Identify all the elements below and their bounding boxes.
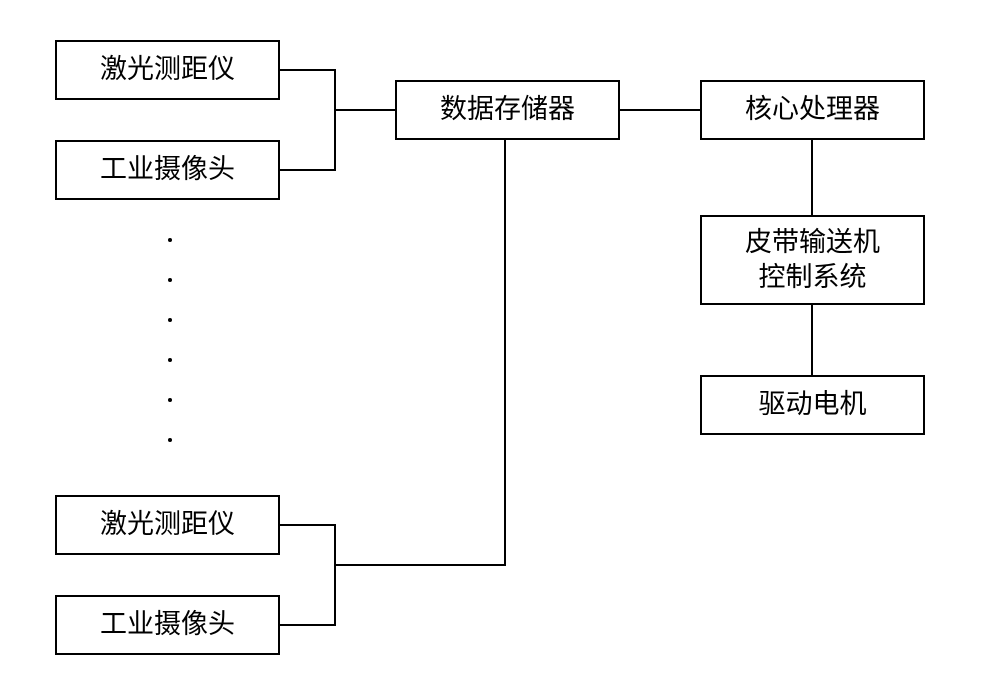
node-laser-rangefinder-1: 激光测距仪 <box>55 40 280 100</box>
edge <box>280 70 395 110</box>
node-industrial-camera-1: 工业摄像头 <box>55 140 280 200</box>
edge <box>280 140 505 625</box>
node-drive-motor: 驱动电机 <box>700 375 925 435</box>
node-label: 激光测距仪 <box>100 52 235 87</box>
ellipsis-dot <box>168 358 172 362</box>
node-data-storage: 数据存储器 <box>395 80 620 140</box>
ellipsis-dot <box>168 238 172 242</box>
ellipsis-dot <box>168 398 172 402</box>
node-label: 皮带输送机 控制系统 <box>745 225 880 295</box>
node-label: 工业摄像头 <box>100 607 235 642</box>
node-label: 驱动电机 <box>759 387 867 422</box>
node-belt-conveyor-control: 皮带输送机 控制系统 <box>700 215 925 305</box>
node-label: 核心处理器 <box>745 92 880 127</box>
node-industrial-camera-2: 工业摄像头 <box>55 595 280 655</box>
node-label: 数据存储器 <box>440 92 575 127</box>
node-label: 激光测距仪 <box>100 507 235 542</box>
ellipsis-dot <box>168 438 172 442</box>
node-label: 工业摄像头 <box>100 152 235 187</box>
edge <box>280 525 335 565</box>
ellipsis-dot <box>168 318 172 322</box>
diagram-canvas: 激光测距仪 工业摄像头 激光测距仪 工业摄像头 数据存储器 核心处理器 皮带输送… <box>0 0 1000 682</box>
node-laser-rangefinder-2: 激光测距仪 <box>55 495 280 555</box>
ellipsis-dot <box>168 278 172 282</box>
node-core-processor: 核心处理器 <box>700 80 925 140</box>
edge <box>280 110 335 170</box>
